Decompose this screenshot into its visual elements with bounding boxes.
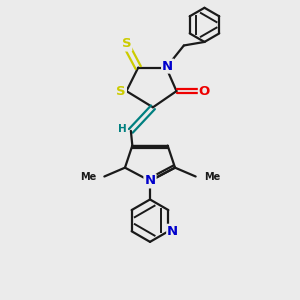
Text: N: N — [167, 225, 178, 238]
Text: Me: Me — [204, 172, 220, 182]
Text: S: S — [122, 38, 131, 50]
Text: H: H — [118, 124, 127, 134]
Text: O: O — [199, 85, 210, 98]
Text: S: S — [116, 85, 126, 98]
Text: N: N — [162, 60, 173, 73]
Text: N: N — [144, 174, 156, 188]
Text: Me: Me — [80, 172, 96, 182]
